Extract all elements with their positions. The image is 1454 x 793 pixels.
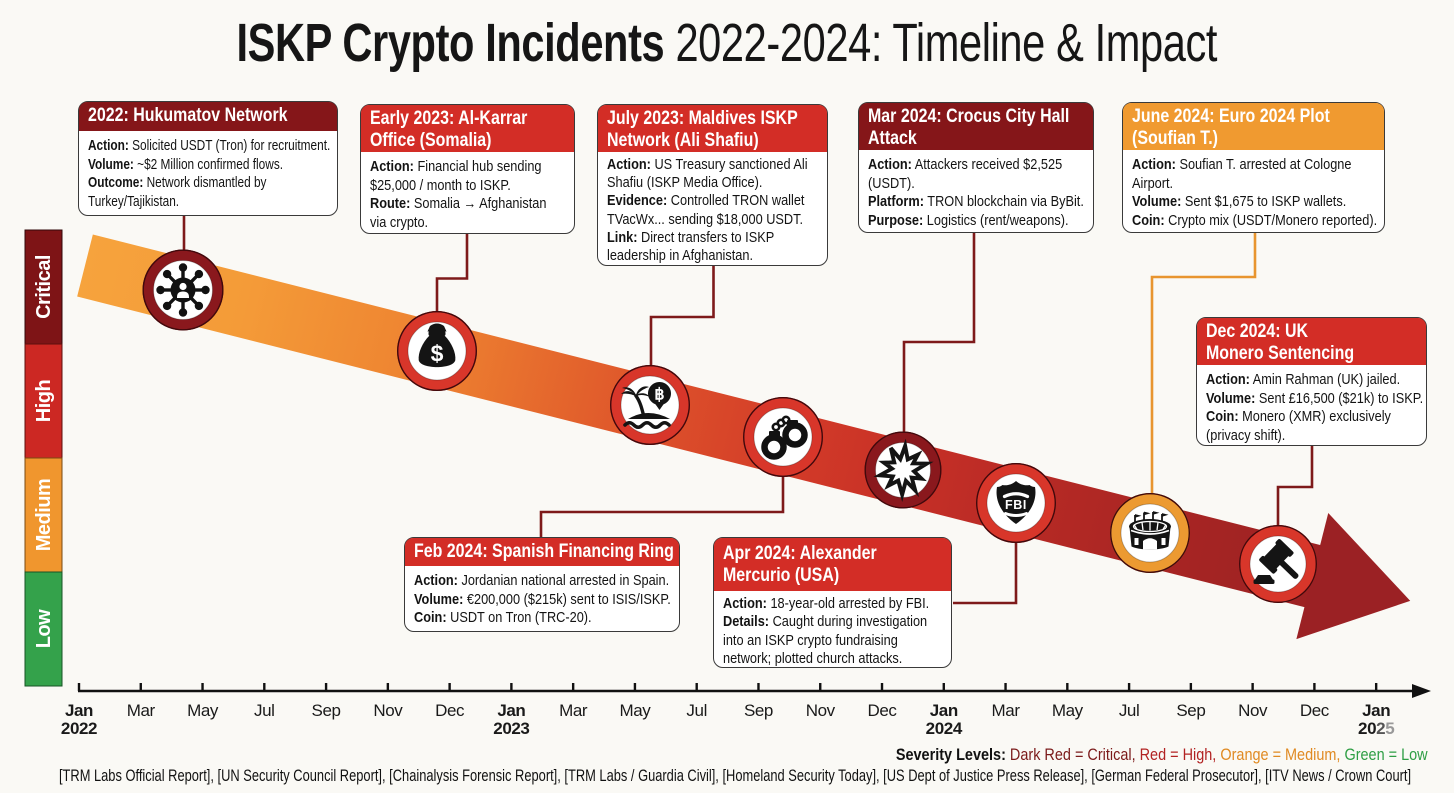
svg-text:Low: Low [33,609,55,648]
svg-text:Nov: Nov [373,701,403,720]
svg-text:Dec: Dec [1300,701,1330,720]
svg-text:฿: ฿ [654,387,664,404]
svg-text:May: May [619,701,651,720]
svg-text:Jan: Jan [65,701,93,720]
svg-text:Critical: Critical [33,255,55,319]
svg-text:Dec: Dec [867,701,897,720]
svg-text:Nov: Nov [806,701,836,720]
svg-text:2023: 2023 [493,719,529,738]
svg-text:2025: 2025 [1358,719,1394,738]
svg-text:Jul: Jul [1119,701,1140,720]
svg-text:Sep: Sep [744,701,773,720]
svg-text:High: High [33,380,55,422]
svg-text:$: $ [431,340,444,366]
svg-text:Sep: Sep [312,701,341,720]
svg-text:Jan: Jan [1362,701,1390,720]
svg-text:Mar: Mar [127,701,156,720]
svg-text:Mar: Mar [992,701,1021,720]
svg-text:FBI: FBI [1005,498,1027,512]
svg-text:2022: 2022 [61,719,97,738]
svg-text:Jul: Jul [254,701,275,720]
svg-text:Nov: Nov [1238,701,1268,720]
svg-text:Sep: Sep [1176,701,1205,720]
svg-text:Jan: Jan [497,701,525,720]
svg-text:Mar: Mar [559,701,588,720]
svg-text:Dec: Dec [435,701,465,720]
svg-text:Medium: Medium [33,479,55,552]
svg-text:May: May [187,701,219,720]
svg-text:2024: 2024 [926,719,963,738]
svg-text:Jan: Jan [930,701,958,720]
svg-text:Jul: Jul [686,701,707,720]
svg-text:May: May [1052,701,1084,720]
